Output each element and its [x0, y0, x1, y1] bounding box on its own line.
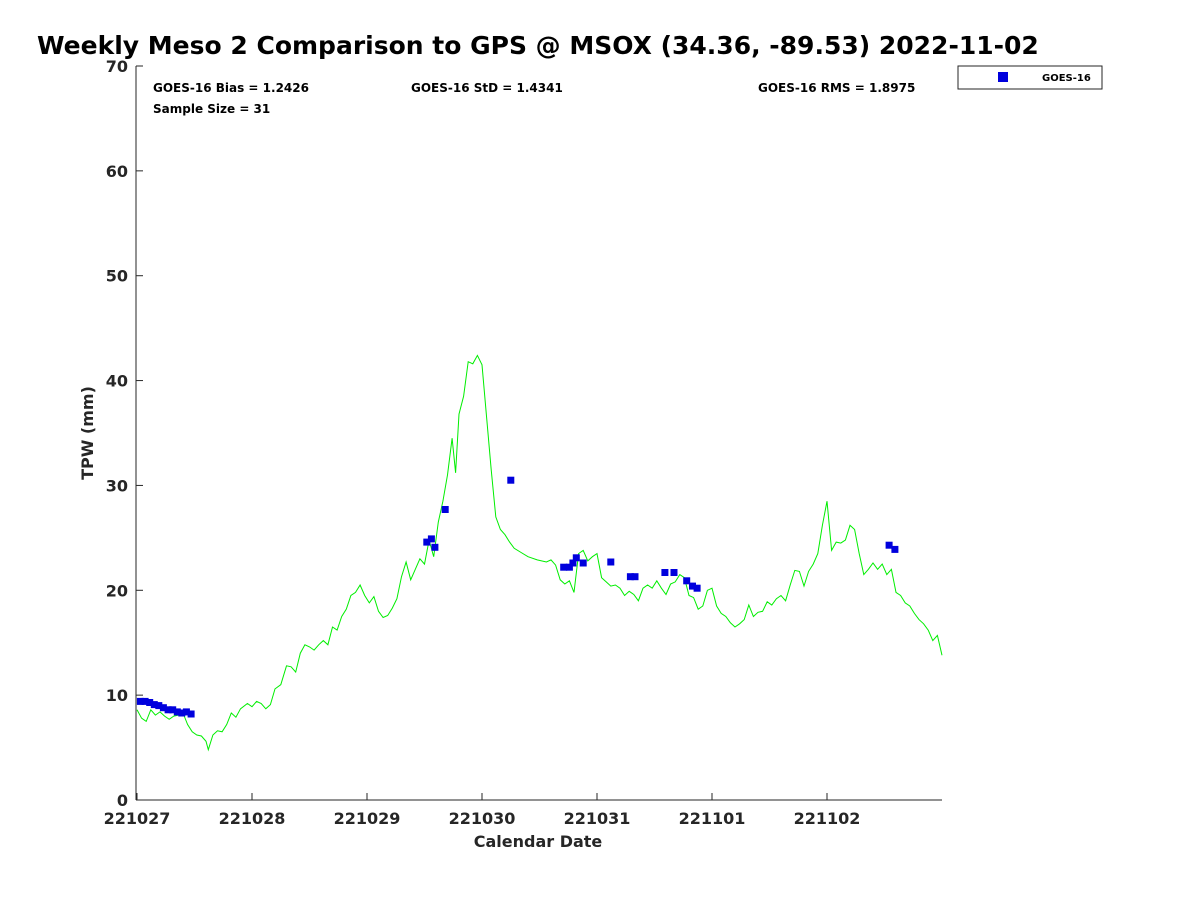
goes16-point [159, 704, 167, 712]
x-tick-label: 221102 [794, 809, 861, 828]
x-axis-label: Calendar Date [474, 832, 603, 851]
goes16-point [423, 538, 431, 546]
goes16-point [507, 476, 515, 484]
legend-label-goes16: GOES-16 [1042, 73, 1091, 84]
goes16-scatter-series [136, 476, 899, 718]
goes16-point [631, 573, 639, 581]
goes16-point [569, 559, 577, 567]
goes16-point [427, 535, 435, 543]
x-tick-label: 221101 [679, 809, 746, 828]
goes16-point [572, 554, 580, 562]
y-tick-label: 60 [106, 162, 128, 181]
goes16-point [169, 706, 177, 714]
goes16-point [670, 569, 678, 576]
y-tick-label: 40 [106, 372, 128, 391]
y-tick-label: 20 [106, 581, 128, 600]
goes16-point [187, 710, 195, 718]
goes16-point [661, 569, 669, 576]
x-tick-label: 221027 [104, 809, 171, 828]
goes16-point [560, 563, 568, 571]
goes16-point [431, 543, 439, 551]
y-ticks: 0 10 20 30 40 50 60 70 [106, 57, 143, 810]
goes16-point [565, 563, 573, 571]
goes16-point [891, 545, 899, 553]
stat-std: GOES-16 StD = 1.4341 [411, 81, 563, 95]
goes16-point [607, 558, 615, 566]
goes16-point [146, 699, 154, 706]
stat-rms: GOES-16 RMS = 1.8975 [758, 81, 915, 95]
goes16-point [178, 709, 186, 717]
y-axis-label: TPW (mm) [78, 386, 97, 480]
x-tick-label: 221031 [564, 809, 631, 828]
x-ticks: 221027 221028 221029 221030 221031 221101 2211… [104, 793, 861, 828]
stat-bias: GOES-16 Bias = 1.2426 [153, 81, 309, 95]
goes16-point [441, 506, 449, 513]
y-tick-label: 30 [106, 476, 128, 495]
legend: GOES-16 [957, 65, 1103, 90]
gps-tpw-line [136, 354, 943, 752]
legend-box [957, 65, 1103, 90]
y-tick-label: 0 [117, 791, 128, 810]
x-tick-label: 221028 [219, 809, 286, 828]
goes16-point [164, 706, 172, 714]
goes16-point [689, 582, 696, 590]
goes16-point [155, 702, 163, 710]
goes16-point [150, 701, 158, 709]
goes16-point [693, 584, 701, 592]
gps-line-series [136, 354, 943, 752]
y-tick-label: 70 [106, 57, 128, 76]
goes16-point [173, 708, 181, 716]
goes16-point [885, 541, 893, 549]
y-tick-label: 10 [106, 686, 128, 705]
chart-title: Weekly Meso 2 Comparison to GPS @ MSOX (… [37, 31, 1039, 60]
goes16-point [136, 697, 144, 705]
x-tick-label: 221030 [449, 809, 516, 828]
goes16-point [683, 577, 691, 585]
stat-sample-size: Sample Size = 31 [153, 102, 270, 116]
y-tick-label: 50 [106, 267, 128, 286]
goes16-point [579, 559, 587, 567]
plot-area: 0 10 20 30 40 50 60 70 221027 221028 221029 221030… [104, 57, 943, 828]
goes16-point [626, 573, 634, 581]
goes16-point [182, 708, 190, 716]
x-tick-label: 221029 [334, 809, 401, 828]
legend-marker-goes16 [998, 72, 1008, 82]
goes16-point [141, 697, 149, 705]
